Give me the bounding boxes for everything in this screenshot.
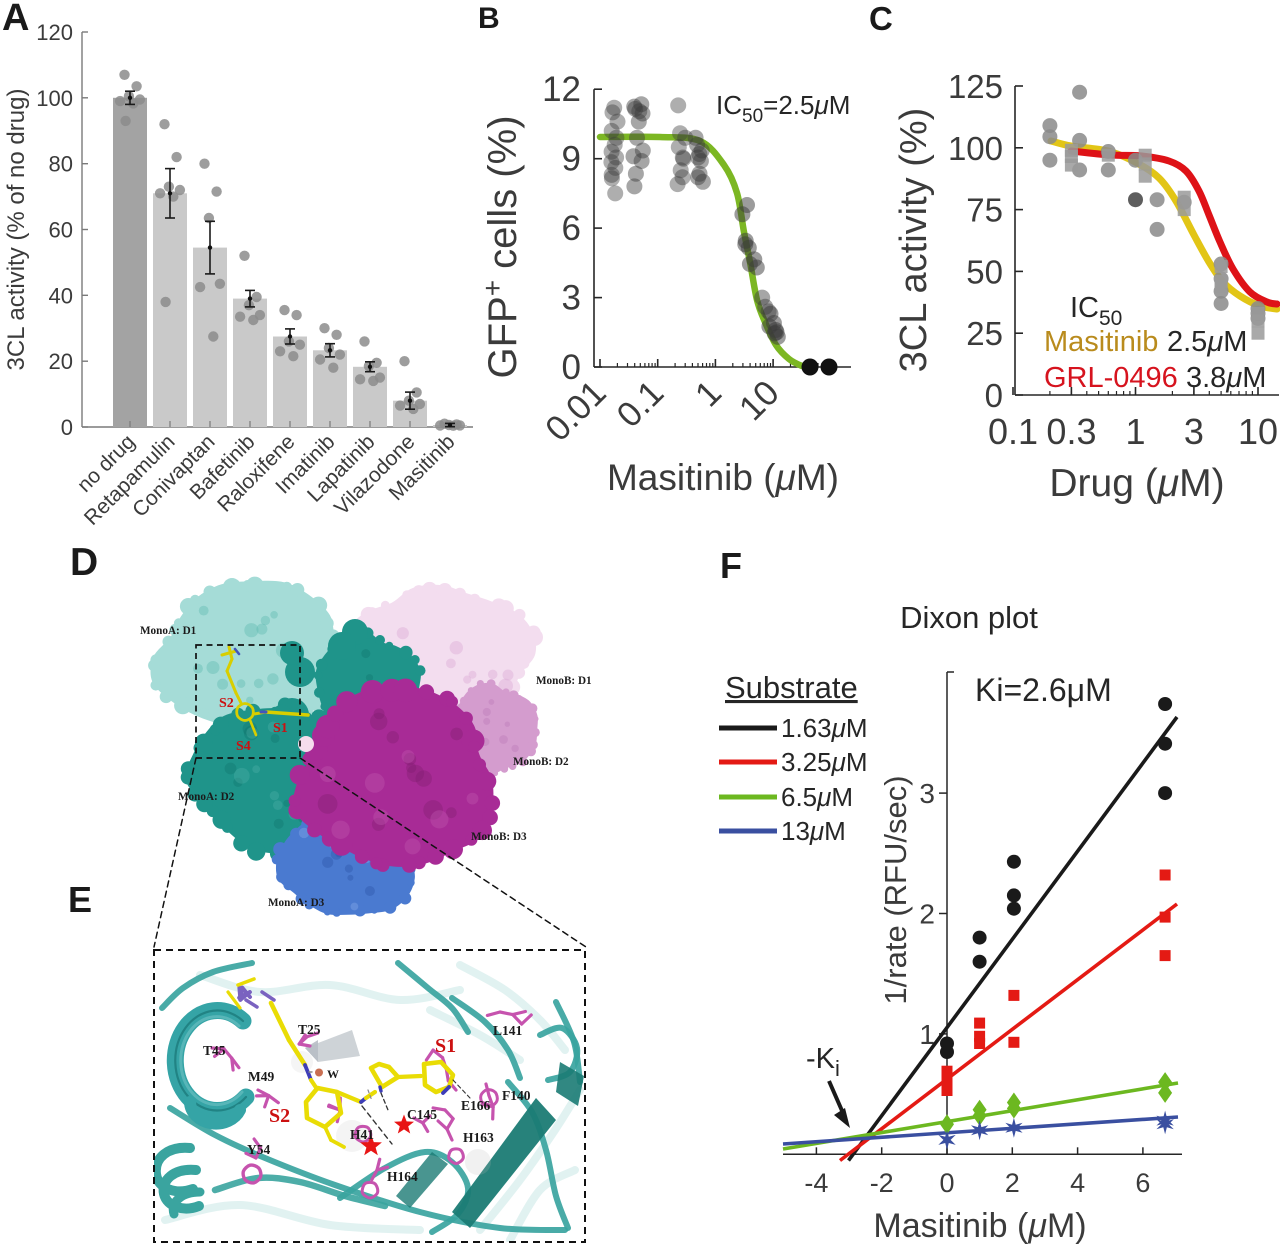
svg-text:1/rate (RFU/sec): 1/rate (RFU/sec) — [878, 775, 913, 1004]
svg-text:10: 10 — [1238, 411, 1278, 452]
svg-text:0: 0 — [61, 415, 73, 440]
svg-text:Masitinib (μM): Masitinib (μM) — [607, 457, 839, 498]
svg-text:Drug (μM): Drug (μM) — [1049, 462, 1224, 505]
svg-text:MonoB: D2: MonoB: D2 — [513, 756, 569, 768]
svg-text:125: 125 — [948, 68, 1003, 105]
svg-text:80: 80 — [49, 152, 73, 177]
svg-text:E: E — [68, 879, 92, 920]
svg-text:S4: S4 — [236, 739, 251, 754]
svg-text:2: 2 — [919, 899, 935, 930]
svg-text:0: 0 — [939, 1168, 954, 1198]
svg-text:MonoA: D2: MonoA: D2 — [178, 791, 235, 803]
svg-text:C145: C145 — [407, 1107, 437, 1122]
svg-text:40: 40 — [49, 283, 73, 308]
svg-text:3: 3 — [919, 778, 935, 809]
svg-text:3: 3 — [1184, 411, 1204, 452]
svg-text:Dixon plot: Dixon plot — [900, 600, 1038, 635]
svg-text:75: 75 — [966, 192, 1003, 229]
svg-text:50: 50 — [966, 253, 1003, 290]
svg-text:D: D — [70, 541, 98, 584]
svg-text:4: 4 — [1070, 1168, 1085, 1198]
svg-text:F140: F140 — [502, 1088, 531, 1103]
svg-text:H41: H41 — [350, 1127, 374, 1142]
svg-text:60: 60 — [49, 217, 73, 242]
svg-text:12: 12 — [542, 70, 581, 109]
svg-text:20: 20 — [49, 349, 73, 374]
svg-text:3.8μM: 3.8μM — [1186, 362, 1266, 394]
svg-text:100: 100 — [36, 86, 73, 111]
svg-text:Substrate: Substrate — [725, 670, 858, 705]
svg-text:0: 0 — [985, 377, 1003, 414]
svg-text:-4: -4 — [804, 1168, 828, 1198]
svg-text:S2: S2 — [219, 696, 234, 711]
svg-text:100: 100 — [948, 130, 1003, 167]
svg-text:6: 6 — [562, 209, 581, 248]
svg-text:W: W — [327, 1067, 339, 1081]
svg-text:1: 1 — [1125, 411, 1145, 452]
svg-text:T45: T45 — [203, 1043, 226, 1058]
svg-text:2: 2 — [1005, 1168, 1020, 1198]
svg-text:3.25μM: 3.25μM — [781, 747, 868, 777]
svg-text:-2: -2 — [870, 1168, 894, 1198]
svg-text:S1: S1 — [273, 721, 288, 736]
svg-text:C: C — [869, 0, 893, 37]
svg-text:Y54: Y54 — [247, 1142, 270, 1157]
svg-text:9: 9 — [562, 140, 581, 179]
svg-text:Masitinib: Masitinib — [1044, 326, 1158, 358]
svg-text:3: 3 — [562, 279, 581, 318]
svg-text:13μM: 13μM — [781, 816, 846, 846]
svg-text:120: 120 — [36, 20, 73, 45]
svg-text:3CL activity (% of no drug): 3CL activity (% of no drug) — [3, 89, 30, 371]
svg-text:M49: M49 — [248, 1069, 274, 1084]
svg-text:GFP+ cells (%): GFP+ cells (%) — [477, 115, 525, 378]
svg-text:GRL-0496: GRL-0496 — [1044, 362, 1178, 394]
svg-text:A: A — [2, 0, 29, 39]
svg-text:Masitinib (μM): Masitinib (μM) — [873, 1207, 1086, 1245]
svg-text:Ki=2.6μM: Ki=2.6μM — [975, 672, 1112, 708]
svg-text:0.1: 0.1 — [988, 411, 1038, 452]
svg-text:S1: S1 — [435, 1035, 456, 1057]
svg-text:T25: T25 — [298, 1022, 321, 1037]
svg-text:MonoA: D1: MonoA: D1 — [140, 625, 197, 637]
svg-text:MonoB: D3: MonoB: D3 — [471, 831, 527, 843]
svg-text:B: B — [478, 2, 500, 35]
svg-text:2.5μM: 2.5μM — [1167, 326, 1247, 358]
svg-text:6.5μM: 6.5μM — [781, 782, 853, 812]
svg-text:25: 25 — [966, 315, 1003, 352]
svg-text:MonoA: D3: MonoA: D3 — [268, 897, 325, 909]
svg-text:MonoB: D1: MonoB: D1 — [536, 675, 592, 687]
svg-text:L141: L141 — [493, 1023, 523, 1038]
svg-text:S2: S2 — [269, 1105, 290, 1127]
svg-text:3CL activity (%): 3CL activity (%) — [893, 108, 935, 373]
svg-text:H163: H163 — [463, 1130, 494, 1145]
svg-text:F: F — [720, 545, 742, 586]
svg-text:1.63μM: 1.63μM — [781, 713, 868, 743]
svg-text:6: 6 — [1135, 1168, 1150, 1198]
svg-text:0.3: 0.3 — [1046, 411, 1096, 452]
svg-text:E166: E166 — [461, 1098, 491, 1113]
svg-text:H164: H164 — [387, 1169, 418, 1184]
